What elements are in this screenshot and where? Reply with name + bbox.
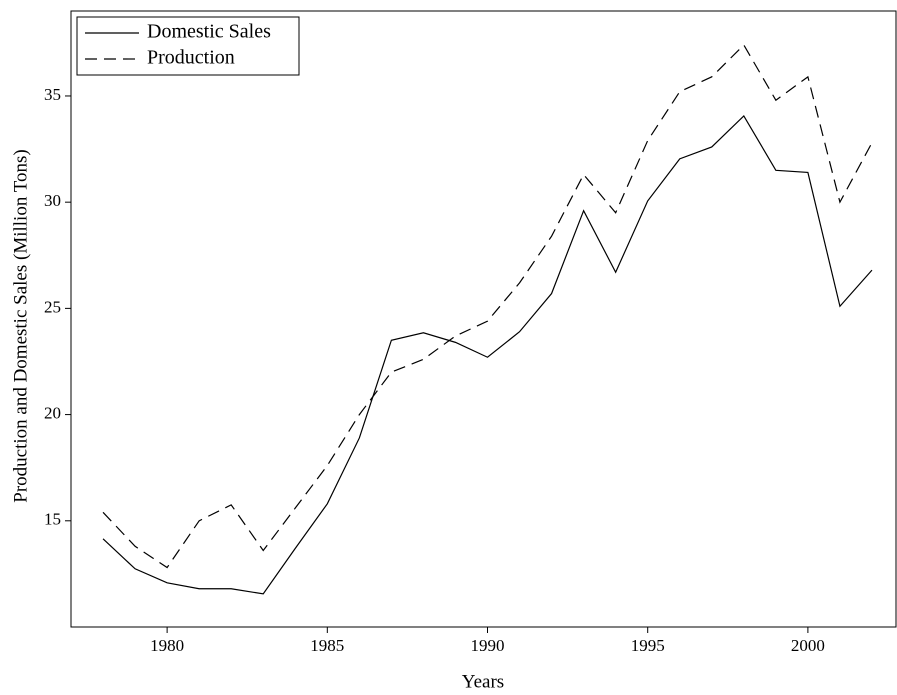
x-tick-label: 1990 [471,636,505,655]
x-tick-label: 1985 [310,636,344,655]
plot-frame [70,10,897,628]
y-axis-label: Production and Domestic Sales (Million T… [10,149,31,503]
y-tick-label: 20 [44,403,61,422]
legend-label: Production [147,47,235,69]
x-axis-label: Years [462,671,504,692]
series-line [102,114,873,595]
y-tick-label: 15 [44,510,61,529]
y-tick-label: 30 [44,191,61,210]
x-tick-label: 2000 [791,636,825,655]
legend-box [76,16,300,76]
x-tick-label: 1995 [631,636,665,655]
y-tick-label: 35 [44,85,61,104]
legend-label: Domestic Sales [147,21,271,43]
series-line [102,44,873,569]
x-tick-label: 1980 [150,636,184,655]
y-tick-label: 25 [44,297,61,316]
